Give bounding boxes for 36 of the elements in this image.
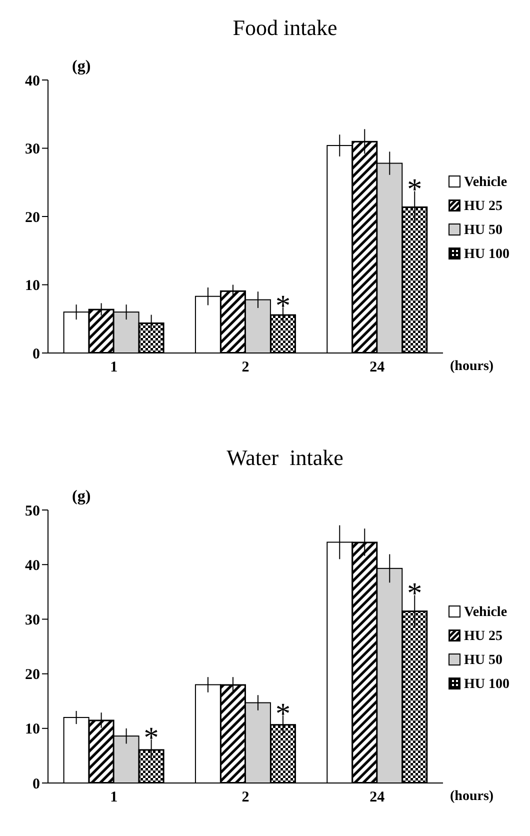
y-axis-title: (g) [72, 58, 91, 76]
x-axis-title: (hours) [450, 359, 494, 375]
y-tick-label: 10 [25, 722, 40, 738]
y-tick-label: 30 [25, 612, 40, 629]
legend-label: HU 25 [464, 629, 502, 644]
x-tick-label: 24 [370, 360, 386, 376]
x-tick-label: 1 [110, 790, 118, 806]
y-axis-title: (g) [72, 488, 91, 506]
annotation: * [275, 697, 290, 730]
legend-label: Vehicle [464, 175, 508, 190]
legend-label: HU 100 [464, 677, 510, 692]
annotation: * [144, 721, 159, 754]
chart-title: Water intake [226, 444, 344, 472]
legend-label: HU 100 [464, 247, 510, 262]
x-tick-label: 2 [242, 790, 250, 806]
y-tick-label: 10 [25, 278, 40, 294]
y-tick-label: 30 [25, 142, 40, 158]
legend-label: HU 50 [464, 223, 502, 238]
annotation: * [407, 173, 422, 206]
y-tick-label: 0 [32, 346, 40, 362]
x-tick-label: 24 [370, 790, 386, 806]
x-tick-label: 2 [242, 360, 250, 376]
y-tick-label: 50 [25, 503, 40, 520]
legend-label: HU 25 [464, 199, 502, 214]
x-tick-label: 1 [110, 360, 118, 376]
annotation: * [407, 577, 422, 610]
y-tick-label: 20 [25, 667, 40, 684]
y-tick-label: 40 [25, 558, 40, 574]
y-tick-label: 0 [32, 776, 40, 792]
y-tick-label: 20 [25, 210, 40, 226]
legend-label: Vehicle [464, 605, 508, 620]
legend-label: HU 50 [464, 653, 502, 668]
x-axis-title: (hours) [450, 789, 494, 805]
y-tick-label: 40 [25, 73, 40, 90]
annotation: * [275, 289, 290, 322]
chart-title: Food intake [232, 14, 338, 42]
